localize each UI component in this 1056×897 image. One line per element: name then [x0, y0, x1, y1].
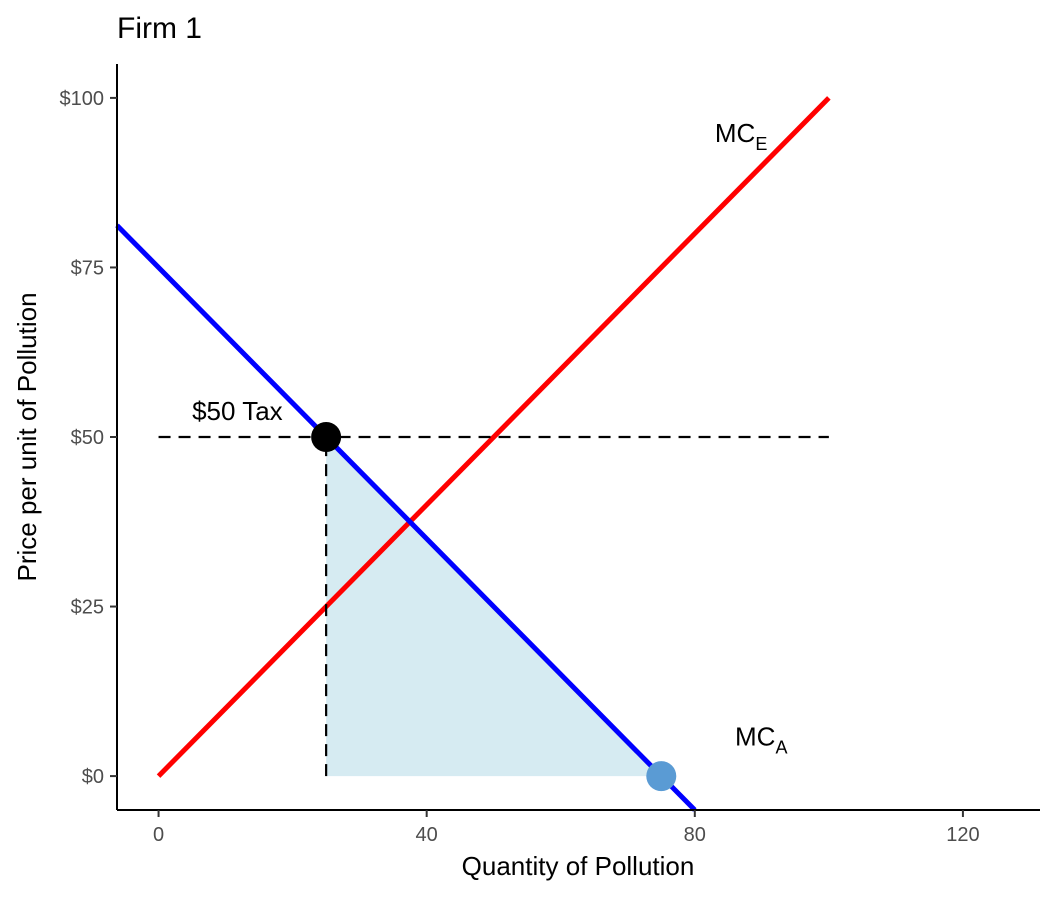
y-axis-title: Price per unit of Pollution	[12, 292, 42, 581]
y-tick-label: $50	[71, 427, 104, 449]
plot-area	[115, 96, 831, 812]
data-point-0	[311, 422, 342, 452]
x-tick-label: 0	[153, 824, 164, 846]
series-line-mc-e	[156, 96, 831, 778]
annotation-main: MC	[715, 118, 755, 148]
annotation-label: $50 Tax	[192, 396, 283, 426]
x-tick-label: 40	[416, 824, 438, 846]
y-axis-ticks: $0 $25 $50 $75 $100	[60, 88, 117, 788]
annotation-label: MCA	[735, 721, 787, 757]
series-line-mc-a	[115, 223, 697, 812]
y-tick-label: $0	[82, 766, 104, 788]
y-tick-label: $25	[71, 597, 104, 619]
x-axis-ticks: 0 40 80 120	[153, 810, 980, 846]
annotation-label: MCE	[715, 118, 767, 154]
annotation-subscript: E	[755, 134, 767, 154]
annotation-main: $50 Tax	[192, 396, 283, 426]
annotation-subscript: A	[775, 737, 787, 757]
annotation-main: MC	[735, 721, 775, 751]
x-tick-label: 80	[684, 824, 706, 846]
y-tick-label: $75	[71, 257, 104, 279]
x-axis-title: Quantity of Pollution	[462, 851, 695, 881]
x-tick-label: 120	[946, 824, 979, 846]
y-tick-label: $100	[60, 88, 105, 110]
chart-title: Firm 1	[117, 12, 202, 45]
data-point-1	[646, 761, 677, 792]
